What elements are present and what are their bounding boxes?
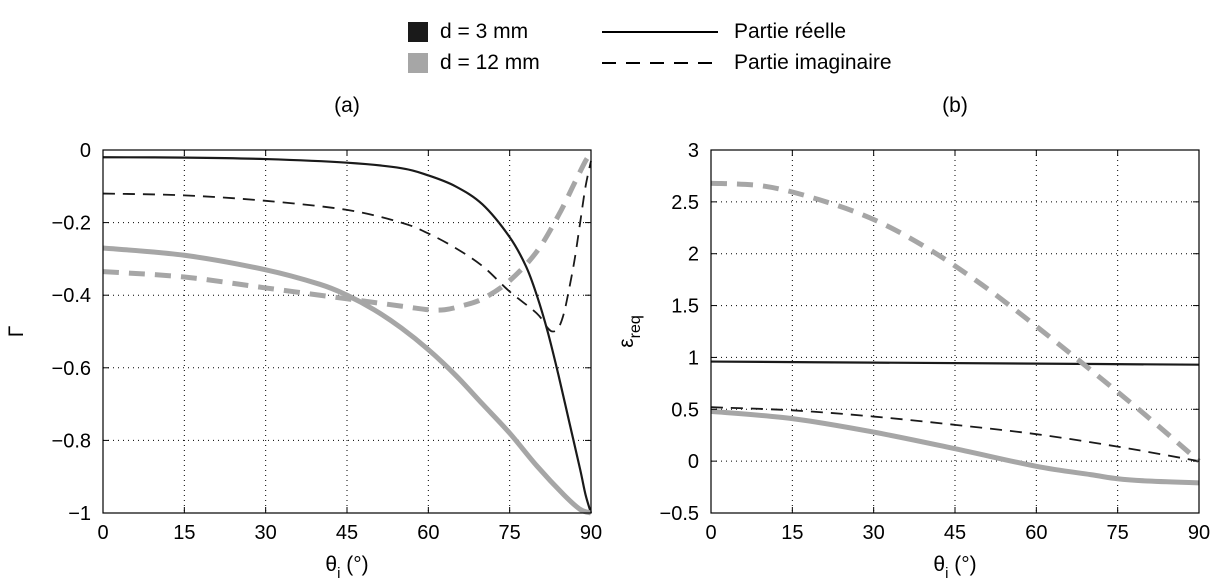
- legend-swatch-d3: [408, 22, 428, 42]
- chart-b-ytick-label: 2: [688, 244, 699, 266]
- chart-b-ytick-label: 0.5: [671, 399, 699, 421]
- chart-a-ytick-label: −0.8: [52, 430, 91, 452]
- chart-a-xtick-label: 75: [499, 522, 521, 544]
- chart-a-series-solid-dark: [103, 156, 593, 514]
- chart-b-ytick-label: 0: [688, 451, 699, 473]
- legend-swatch-d12: [408, 53, 428, 73]
- chart-a-ytick-label: −0.2: [52, 213, 91, 235]
- chart-b-xtick-label: 75: [1107, 522, 1129, 544]
- chart-b-title: (b): [942, 94, 968, 117]
- chart-a-series-dashed-dark: [103, 160, 592, 333]
- chart-b-xlabel: θi (°): [933, 553, 976, 582]
- chart-b-xtick-label: 15: [781, 522, 803, 544]
- chart-a-xtick-label: 45: [336, 522, 358, 544]
- chart-a-xlabel: θi (°): [325, 553, 368, 582]
- chart-b-xtick-label: 30: [863, 522, 885, 544]
- chart-b-ylabel: εreq: [615, 315, 644, 348]
- chart-b-series-solid-dark: [711, 360, 1200, 366]
- chart-b-series-solid-grey: [711, 408, 1200, 486]
- legend-label-d12: d = 12 mm: [440, 51, 540, 74]
- chart-b-xtick-label: 60: [1025, 522, 1047, 544]
- chart-a-xtick-label: 15: [173, 522, 195, 544]
- legend-line-dashed: [602, 62, 718, 64]
- legend-label-imag: Partie imaginaire: [734, 51, 892, 74]
- chart-b-series-dashed-grey: [711, 180, 1201, 464]
- chart-b-xtick-label: 45: [944, 522, 966, 544]
- chart-a-ytick-label: −0.6: [52, 358, 91, 380]
- chart-b-ytick-label: 3: [688, 140, 699, 162]
- legend-line-solid: [602, 31, 718, 33]
- chart-a: 0 15 30 45 60 75 90 0 −0.2 −0.4 −0.6 −0.8 −1 (a) θi (°…: [5, 94, 602, 582]
- legend-label-d3: d = 3 mm: [440, 20, 529, 43]
- chart-b-xtick-label: 90: [1188, 522, 1210, 544]
- chart-a-xtick-label: 0: [97, 522, 108, 544]
- chart-b: 0 15 30 45 60 75 90 3 2.5 2 1.5 1 0.5 0 −0.5 (b) θi (°) ε…: [615, 94, 1210, 582]
- chart-a-xtick-label: 30: [255, 522, 277, 544]
- chart-a-ytick-label: 0: [80, 140, 91, 162]
- legend-label-real: Partie réelle: [734, 20, 847, 43]
- chart-a-title: (a): [334, 94, 360, 117]
- chart-b-ytick-label: 1: [688, 347, 699, 369]
- chart-b-xtick-label: 0: [705, 522, 716, 544]
- chart-a-ylabel: Γ: [5, 326, 28, 338]
- chart-b-plot-area: [711, 150, 1199, 513]
- legend: d = 3 mm d = 12 mm Partie réelle Partie …: [0, 0, 1215, 80]
- chart-a-plot-area: [103, 150, 591, 513]
- chart-a-series-solid-grey: [103, 245, 592, 516]
- chart-b-ytick-label: −0.5: [660, 503, 699, 525]
- chart-a-xtick-label: 90: [580, 522, 602, 544]
- chart-b-series-dashed-dark: [711, 406, 1200, 463]
- chart-a-ytick-label: −0.4: [52, 285, 91, 307]
- chart-b-ytick-label: 2.5: [671, 192, 699, 214]
- chart-a-ytick-label: −1: [68, 503, 91, 525]
- chart-b-ytick-label: 1.5: [671, 296, 699, 318]
- chart-a-series-dashed-grey: [103, 152, 594, 313]
- chart-a-xtick-label: 60: [417, 522, 439, 544]
